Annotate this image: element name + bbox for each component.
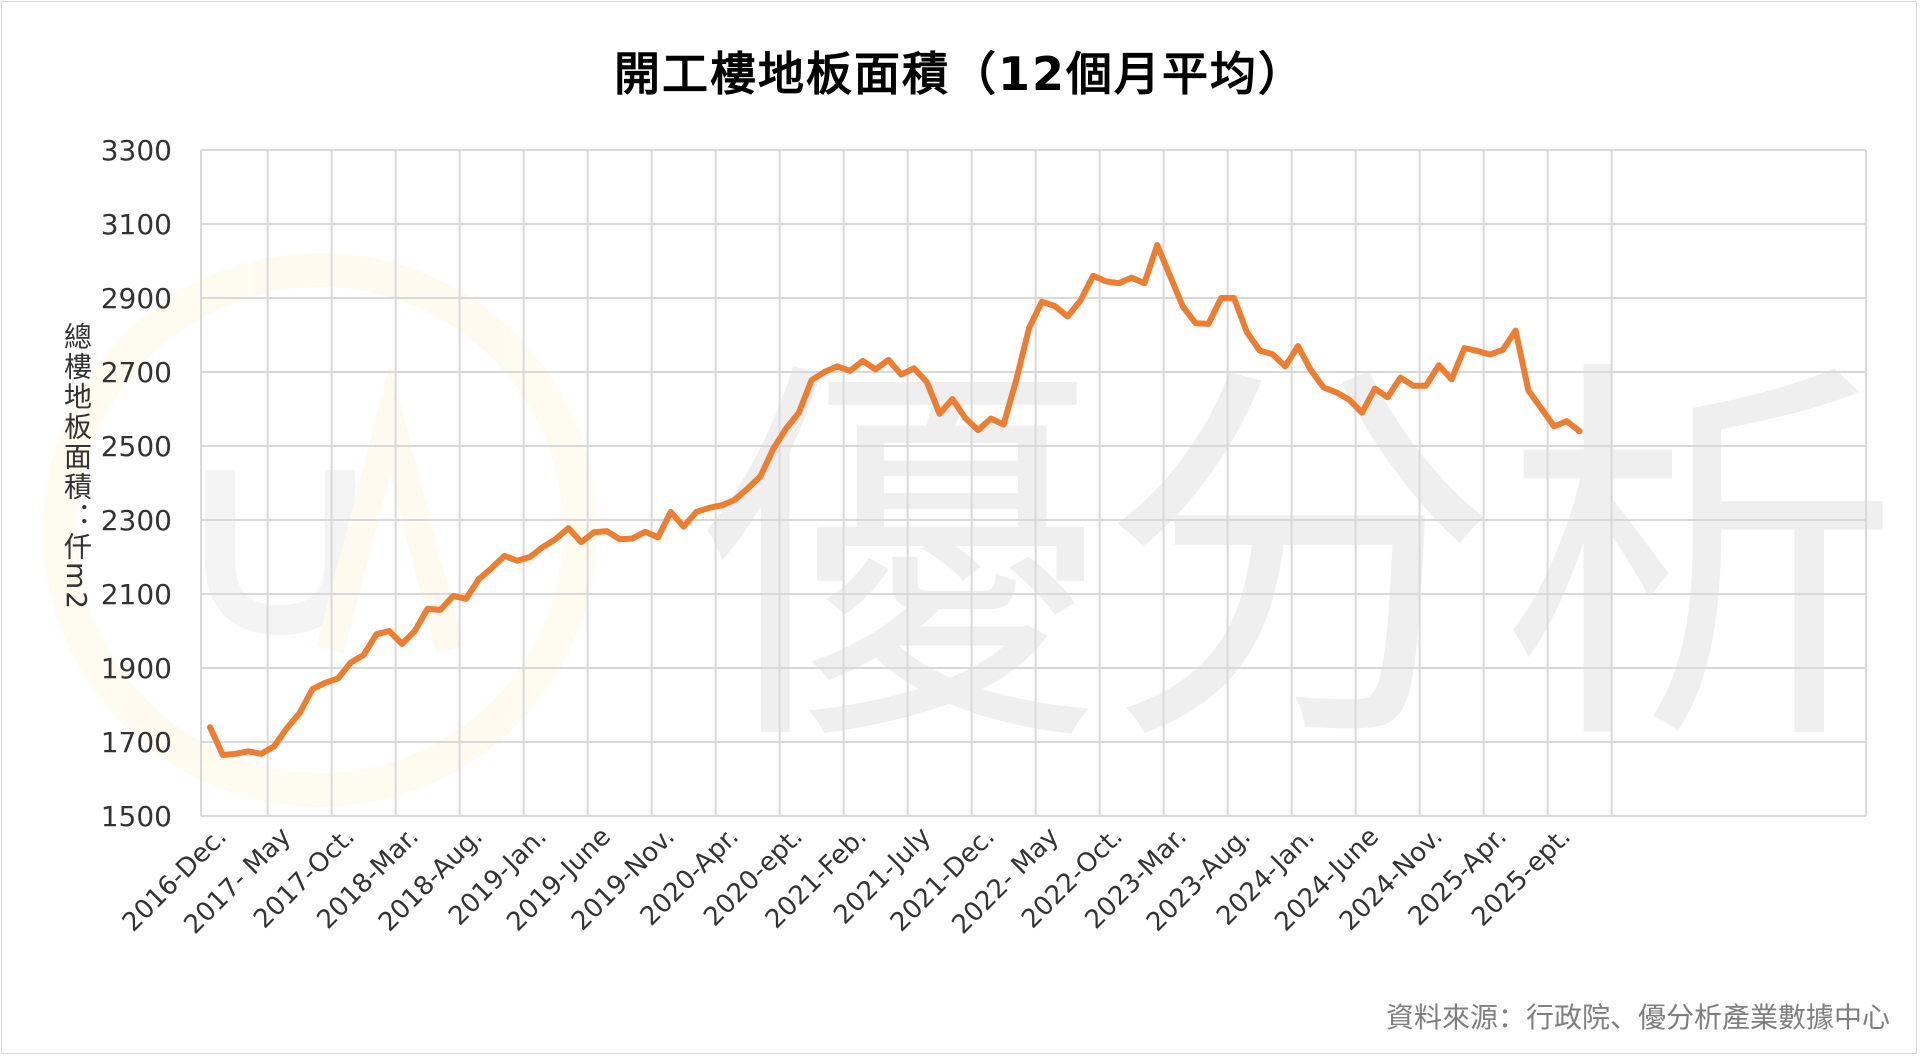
series-line bbox=[207, 242, 1583, 758]
y-tick-label: 3100 bbox=[101, 208, 172, 241]
grid bbox=[200, 149, 1867, 817]
x-axis-ticks: 2016-Dec.2017- May2017-Oct.2018-Mar.2018… bbox=[117, 822, 1577, 940]
y-axis-label: 總樓地板面積：仟m2 bbox=[60, 322, 93, 612]
y-tick-label: 2100 bbox=[101, 578, 172, 611]
y-tick-label: 2500 bbox=[101, 430, 172, 463]
y-tick-label: 3300 bbox=[101, 134, 172, 167]
watermark: 優分析 bbox=[43, 253, 1900, 807]
watermark-logo-a bbox=[316, 364, 464, 654]
source-note: 資料來源：行政院、優分析產業數據中心 bbox=[1385, 1001, 1890, 1034]
watermark-text: 優分析 bbox=[700, 330, 1900, 795]
series-layer bbox=[207, 242, 1583, 758]
y-axis-ticks: 1500 1700 1900 2100 2300 2500 2700 2900 3100 3300 bbox=[101, 134, 172, 833]
y-tick-label: 1500 bbox=[101, 800, 172, 833]
watermark-logo-u bbox=[205, 470, 355, 636]
y-tick-label: 2300 bbox=[101, 504, 172, 537]
y-tick-label: 2900 bbox=[101, 282, 172, 315]
chart-title: 開工樓地板面積（12個月平均） bbox=[613, 47, 1306, 101]
y-tick-label: 1700 bbox=[101, 726, 172, 759]
y-tick-label: 1900 bbox=[101, 652, 172, 685]
watermark-logo-ring bbox=[43, 253, 597, 807]
y-tick-label: 2700 bbox=[101, 356, 172, 389]
